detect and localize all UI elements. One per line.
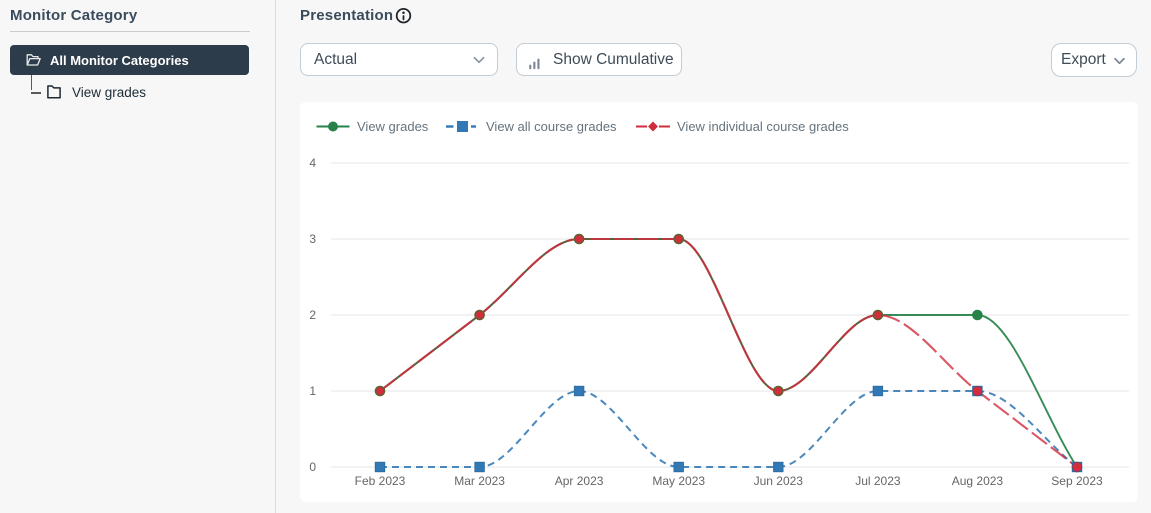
svg-text:Mar 2023: Mar 2023 <box>454 474 505 488</box>
svg-text:1: 1 <box>309 384 316 398</box>
svg-text:May 2023: May 2023 <box>652 474 705 488</box>
svg-text:4: 4 <box>309 156 316 170</box>
svg-text:Apr 2023: Apr 2023 <box>555 474 604 488</box>
svg-text:2: 2 <box>309 308 316 322</box>
svg-text:0: 0 <box>309 460 316 474</box>
svg-text:View grades: View grades <box>357 119 429 134</box>
svg-text:View individual course grades: View individual course grades <box>677 119 849 134</box>
svg-text:3: 3 <box>309 232 316 246</box>
svg-text:Sep 2023: Sep 2023 <box>1051 474 1103 488</box>
svg-text:Feb 2023: Feb 2023 <box>355 474 406 488</box>
svg-text:Jun 2023: Jun 2023 <box>754 474 804 488</box>
svg-text:Aug 2023: Aug 2023 <box>952 474 1004 488</box>
svg-text:Jul 2023: Jul 2023 <box>855 474 901 488</box>
svg-text:View all course grades: View all course grades <box>486 119 617 134</box>
